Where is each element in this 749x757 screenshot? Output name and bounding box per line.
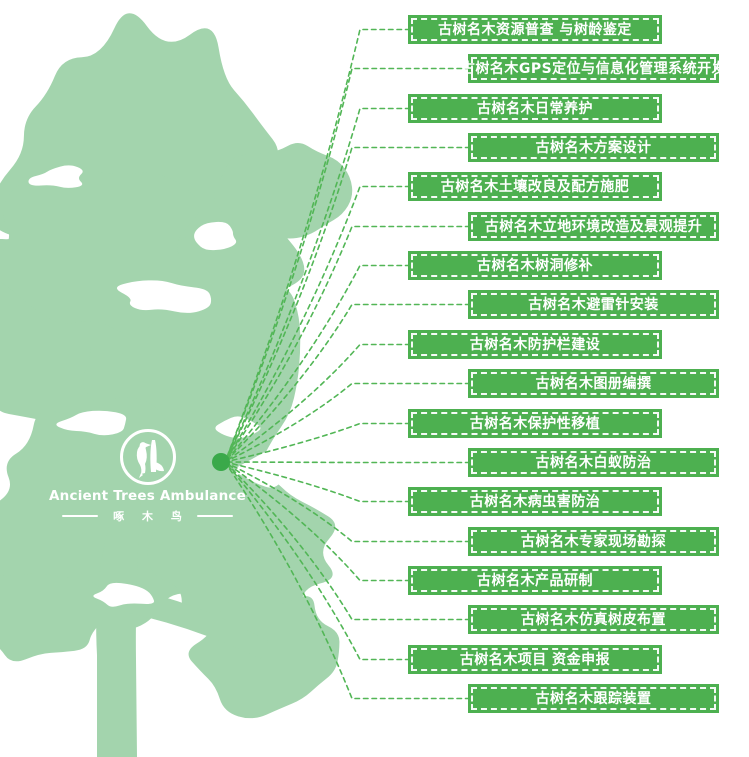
service-label-text: 古树名木白蚁防治 xyxy=(535,454,652,471)
brand-name-cn: 啄 木 鸟 xyxy=(113,510,189,523)
right-rule xyxy=(196,515,233,517)
service-label-text: 古树名木日常养护 xyxy=(477,100,593,117)
service-label-text: 古树名木树洞修补 xyxy=(477,257,593,274)
woodpecker-icon xyxy=(119,429,176,485)
service-label-text: 古树名木病虫害防治 xyxy=(469,493,601,510)
service-connector xyxy=(224,185,411,463)
service-connector xyxy=(224,107,411,463)
service-connector xyxy=(224,461,411,661)
service-label: 古树名木立地环境改造及景观提升 xyxy=(468,212,719,241)
service-connector xyxy=(224,461,471,543)
service-label: 古树名木白蚁防治 xyxy=(468,448,719,477)
service-connector xyxy=(224,67,471,463)
service-label: 古树名木资源普查 与树龄鉴定 xyxy=(408,15,662,44)
service-label: 古树名木土壤改良及配方施肥 xyxy=(408,172,662,201)
hub-dot xyxy=(212,453,230,471)
service-connector xyxy=(224,28,411,463)
service-label-text: 古树名木保护性移植 xyxy=(469,415,601,432)
service-label-text: 古树名木GPS定位与信息化管理系统开发 xyxy=(460,60,727,77)
service-label: 古树名木产品研制 xyxy=(408,566,662,595)
service-label: 古树名木GPS定位与信息化管理系统开发 xyxy=(461,54,726,83)
left-rule xyxy=(62,515,99,517)
service-label-text: 古树名木图册编撰 xyxy=(535,375,652,392)
service-label: 古树名木病虫害防治 xyxy=(408,487,662,516)
service-label: 古树名木方案设计 xyxy=(468,133,719,162)
service-label: 古树名木项目 资金申报 xyxy=(408,645,662,674)
service-connector xyxy=(224,343,411,463)
service-connector xyxy=(224,461,471,464)
service-label: 古树名木树洞修补 xyxy=(408,251,662,280)
service-label-text: 古树名木仿真树皮布置 xyxy=(521,611,666,628)
service-label-text: 古树名木专家现场勘探 xyxy=(521,533,666,550)
service-label: 古树名木专家现场勘探 xyxy=(468,527,719,556)
brand-name-en: Ancient Trees Ambulance xyxy=(49,488,246,504)
brand-name-cn-row: 啄 木 鸟 xyxy=(40,508,255,524)
service-connector xyxy=(224,303,471,463)
service-label-text: 古树名木土壤改良及配方施肥 xyxy=(440,178,630,195)
service-label-text: 古树名木避雷针安装 xyxy=(528,296,659,313)
service-label-text: 古树名木产品研制 xyxy=(477,572,593,589)
service-label: 古树名木仿真树皮布置 xyxy=(468,605,719,634)
service-connector xyxy=(224,225,471,463)
service-label-text: 古树名木立地环境改造及景观提升 xyxy=(484,218,703,235)
service-label-text: 古树名木资源普查 与树龄鉴定 xyxy=(438,21,632,38)
service-connector xyxy=(224,461,471,700)
service-label: 古树名木日常养护 xyxy=(408,94,662,123)
service-label-text: 古树名木项目 资金申报 xyxy=(459,651,611,668)
service-label-text: 古树名木跟踪装置 xyxy=(535,690,652,707)
service-connector xyxy=(224,422,411,463)
service-label: 古树名木保护性移植 xyxy=(408,409,662,438)
service-connector xyxy=(224,461,411,503)
service-connector xyxy=(224,461,471,621)
service-label: 古树名木防护栏建设 xyxy=(408,330,662,359)
service-label-text: 古树名木防护栏建设 xyxy=(469,336,601,353)
service-connector xyxy=(224,146,471,463)
service-connector xyxy=(224,382,471,463)
service-label: 古树名木图册编撰 xyxy=(468,369,719,398)
service-label: 古树名木避雷针安装 xyxy=(468,290,719,319)
service-connector xyxy=(224,461,411,582)
service-label-text: 古树名木方案设计 xyxy=(535,139,652,156)
brand-logo: Ancient Trees Ambulance 啄 木 鸟 xyxy=(40,428,255,524)
service-label: 古树名木跟踪装置 xyxy=(468,684,719,713)
service-connector xyxy=(224,264,411,463)
